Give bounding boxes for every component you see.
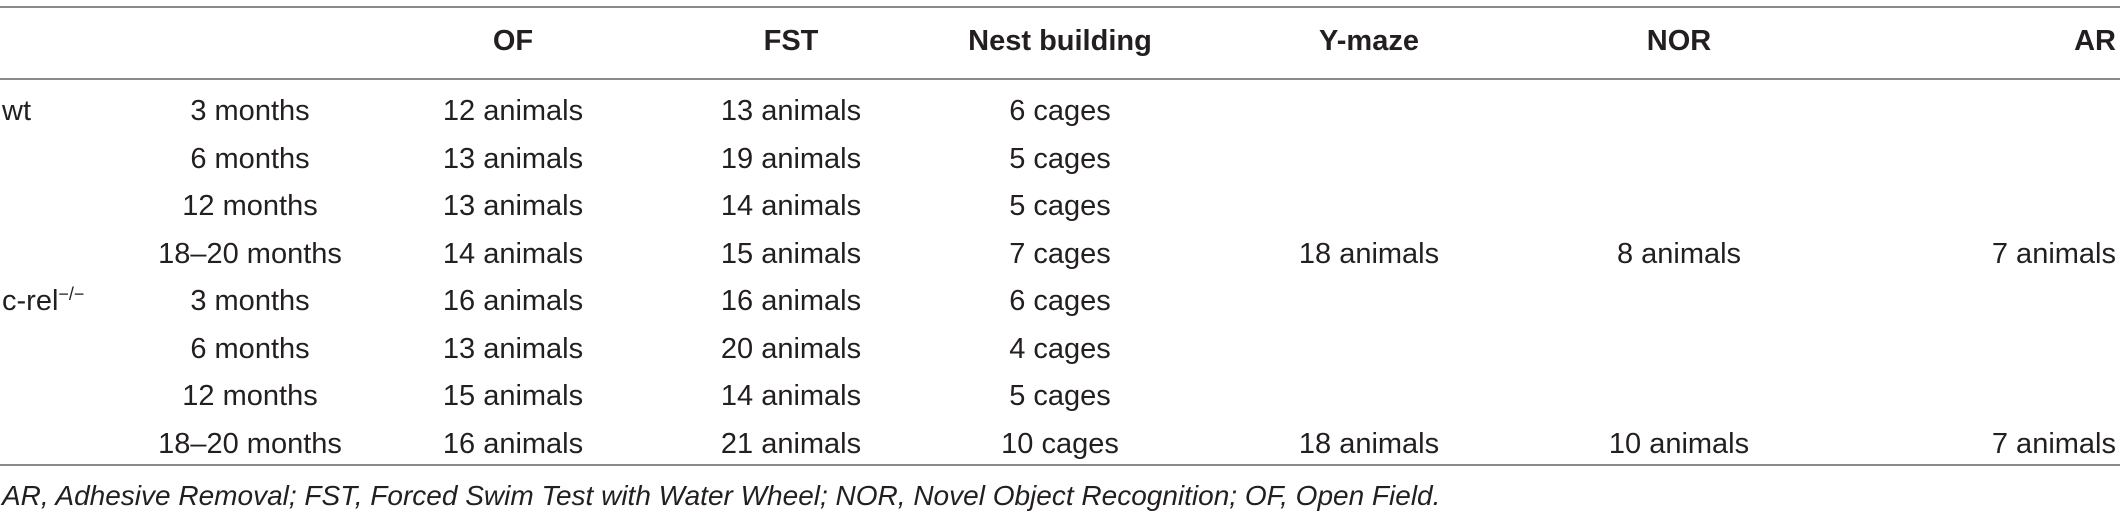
y-maze-cell bbox=[1194, 326, 1544, 374]
group-label-cell bbox=[0, 136, 130, 184]
age-cell: 18–20 months bbox=[158, 237, 342, 270]
y-maze-cell bbox=[1194, 278, 1544, 326]
fst-cell: 19 animals bbox=[720, 142, 862, 175]
table-row: 6 months 13 animals 20 animals 4 cages bbox=[0, 326, 2120, 374]
fst-cell: 15 animals bbox=[720, 237, 862, 270]
table-row: c-rel−/− 3 months 16 animals 16 animals 6 ca… bbox=[0, 278, 2120, 326]
fst-cell: 20 animals bbox=[720, 332, 862, 365]
of-cell: 14 animals bbox=[442, 237, 584, 270]
ar-cell: 7 animals bbox=[1991, 427, 2116, 460]
ar-cell bbox=[1814, 80, 2120, 136]
header-fst: FST bbox=[763, 24, 819, 57]
nor-cell bbox=[1544, 373, 1814, 421]
nor-cell bbox=[1544, 136, 1814, 184]
ar-cell bbox=[1814, 326, 2120, 374]
genotype-superscript: −/− bbox=[58, 284, 85, 305]
header-row: OF FST Nest building Y-maze NOR AR bbox=[0, 0, 2120, 80]
age-cell: 3 months bbox=[190, 285, 310, 318]
group-label: wt bbox=[2, 95, 31, 128]
table-top-rule bbox=[0, 6, 2120, 8]
nor-cell bbox=[1544, 326, 1814, 374]
header-nest-building: Nest building bbox=[968, 24, 1152, 57]
group-label-cell bbox=[0, 231, 130, 279]
nor-cell: 8 animals bbox=[1616, 237, 1742, 270]
group-label-cell bbox=[0, 421, 130, 469]
ar-cell bbox=[1814, 183, 2120, 231]
table-row: 6 months 13 animals 19 animals 5 cages bbox=[0, 136, 2120, 184]
nest-building-cell: 5 cages bbox=[1009, 142, 1111, 175]
table-row: 12 months 15 animals 14 animals 5 cages bbox=[0, 373, 2120, 421]
of-cell: 16 animals bbox=[442, 285, 584, 318]
age-cell: 18–20 months bbox=[158, 427, 342, 460]
nor-cell bbox=[1544, 278, 1814, 326]
ar-cell bbox=[1814, 136, 2120, 184]
fst-cell: 14 animals bbox=[720, 380, 862, 413]
nest-building-cell: 6 cages bbox=[1009, 285, 1111, 318]
of-cell: 16 animals bbox=[442, 427, 584, 460]
of-cell: 15 animals bbox=[442, 380, 584, 413]
ar-cell bbox=[1814, 278, 2120, 326]
table-row: 18–20 months 16 animals 21 animals 10 cages… bbox=[0, 421, 2120, 469]
nor-cell bbox=[1544, 183, 1814, 231]
table-header: OF FST Nest building Y-maze NOR AR bbox=[0, 0, 2120, 80]
y-maze-cell bbox=[1194, 373, 1544, 421]
age-cell: 12 months bbox=[182, 380, 318, 413]
header-nor: NOR bbox=[1646, 24, 1712, 57]
of-cell: 13 animals bbox=[442, 190, 584, 223]
table-footnote: AR, Adhesive Removal; FST, Forced Swim T… bbox=[2, 480, 1441, 511]
fst-cell: 21 animals bbox=[720, 427, 862, 460]
table-body: wt 3 months 12 animals 13 animals 6 cages 6 m… bbox=[0, 80, 2120, 468]
age-cell: 6 months bbox=[190, 142, 310, 175]
table-bottom-rule bbox=[0, 464, 2120, 466]
header-group bbox=[0, 0, 130, 80]
age-cell: 3 months bbox=[190, 95, 310, 128]
of-cell: 13 animals bbox=[442, 142, 584, 175]
y-maze-cell bbox=[1194, 136, 1544, 184]
nest-building-cell: 7 cages bbox=[1009, 237, 1111, 270]
ar-cell: 7 animals bbox=[1991, 237, 2116, 270]
nest-building-cell: 5 cages bbox=[1009, 380, 1111, 413]
y-maze-cell: 18 animals bbox=[1298, 427, 1440, 460]
table-row: wt 3 months 12 animals 13 animals 6 cages bbox=[0, 80, 2120, 136]
nor-cell: 10 animals bbox=[1608, 427, 1750, 460]
nest-building-cell: 4 cages bbox=[1009, 332, 1111, 365]
header-age bbox=[130, 0, 370, 80]
ar-cell bbox=[1814, 373, 2120, 421]
header-ar: AR bbox=[2074, 24, 2116, 57]
fst-cell: 13 animals bbox=[720, 95, 862, 128]
of-cell: 13 animals bbox=[442, 332, 584, 365]
age-cell: 6 months bbox=[190, 332, 310, 365]
nest-building-cell: 10 cages bbox=[1001, 427, 1119, 460]
fst-cell: 16 animals bbox=[720, 285, 862, 318]
group-label: c-rel bbox=[2, 285, 59, 318]
table-row: 12 months 13 animals 14 animals 5 cages bbox=[0, 183, 2120, 231]
y-maze-cell bbox=[1194, 80, 1544, 136]
nest-building-cell: 6 cages bbox=[1009, 95, 1111, 128]
header-of: OF bbox=[492, 24, 534, 57]
table-header-rule bbox=[0, 78, 2120, 80]
group-label-cell: c-rel−/− bbox=[0, 278, 130, 326]
of-cell: 12 animals bbox=[442, 95, 584, 128]
nor-cell bbox=[1544, 80, 1814, 136]
group-label-cell bbox=[0, 326, 130, 374]
group-label-cell bbox=[0, 183, 130, 231]
fst-cell: 14 animals bbox=[720, 190, 862, 223]
y-maze-cell bbox=[1194, 183, 1544, 231]
nest-building-cell: 5 cages bbox=[1009, 190, 1111, 223]
header-y-maze: Y-maze bbox=[1319, 24, 1419, 57]
table-row: 18–20 months 14 animals 15 animals 7 cages 1… bbox=[0, 231, 2120, 279]
y-maze-cell: 18 animals bbox=[1298, 237, 1440, 270]
group-label-cell: wt bbox=[0, 80, 130, 136]
age-cell: 12 months bbox=[182, 190, 318, 223]
group-label-cell bbox=[0, 373, 130, 421]
behavior-cohort-table: OF FST Nest building Y-maze NOR AR wt 3 months… bbox=[0, 0, 2120, 468]
